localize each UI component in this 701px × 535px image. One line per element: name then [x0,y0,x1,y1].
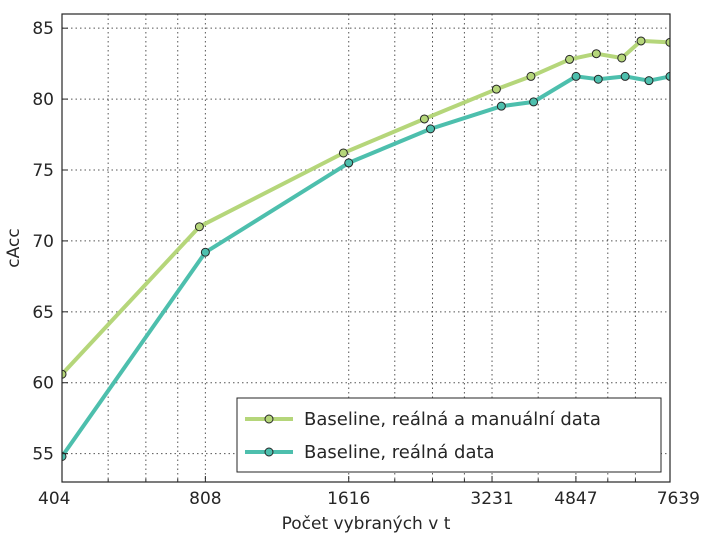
y-tick-label: 80 [32,90,54,110]
x-tick-label: 7639 [657,489,700,509]
data-point [426,124,436,134]
data-point [338,148,348,158]
legend-label: Baseline, reálná data [304,442,495,463]
data-point [529,97,539,107]
y-tick-label: 60 [32,374,54,394]
data-point [620,71,630,81]
legend-swatch-marker [264,414,274,424]
data-point [571,71,581,81]
x-tick-label: 4847 [554,489,597,509]
data-point [496,101,506,111]
x-axis-label: Počet vybraných v t [282,514,451,534]
legend-swatch-marker [264,447,274,457]
y-tick-label: 70 [32,232,54,252]
y-tick-label: 75 [32,161,54,181]
data-point [62,451,67,461]
data-point [491,84,501,94]
x-tick-label: 1616 [327,489,370,509]
series-lines [62,36,670,461]
data-point [593,74,603,84]
x-tick-label: 3231 [470,489,513,509]
x-tick-label: 808 [189,489,221,509]
y-tick-label: 65 [32,303,54,323]
x-tick-label: 404 [38,489,70,509]
data-point [665,37,670,47]
data-point [636,36,646,46]
data-point [344,158,354,168]
data-point [617,53,627,63]
data-point [526,71,536,81]
data-point [194,222,204,232]
legend-box [236,397,662,473]
plot-area-frame [61,13,671,483]
data-point [419,114,429,124]
data-point [591,49,601,59]
data-point [62,369,67,379]
axis-ticks: 404 808 1616 3231 4847 7639 55 60 65 70 75 80 85 [32,19,700,509]
legend: Baseline, reálná a manuální data Baseline… [236,397,662,473]
y-axis-label: cAcc [4,228,24,267]
y-tick-label: 85 [32,19,54,39]
data-point [644,76,654,86]
y-tick-label: 55 [32,445,54,465]
legend-label: Baseline, reálná a manuální data [304,409,601,430]
data-point [200,247,210,257]
data-point [565,54,575,64]
data-point [665,71,670,81]
